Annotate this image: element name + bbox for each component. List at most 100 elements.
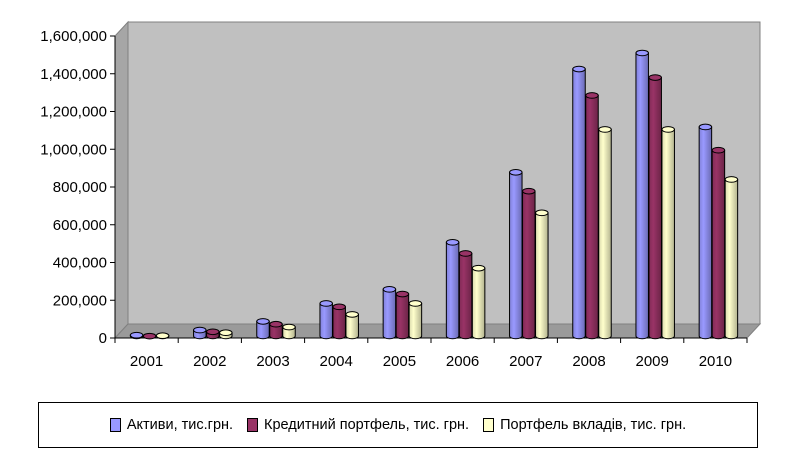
bar-body (572, 68, 586, 340)
bar (155, 332, 170, 340)
bar-top (319, 300, 333, 307)
bar (219, 329, 233, 340)
bar (535, 209, 549, 340)
bar (395, 290, 410, 340)
bar-top (585, 92, 599, 99)
bar-body (395, 293, 410, 340)
bar-top (129, 331, 144, 339)
bar (256, 318, 270, 340)
bar-body (458, 252, 473, 340)
bar-body (509, 171, 523, 340)
x-tick-label: 2007 (509, 353, 542, 370)
bar-body (698, 126, 713, 340)
legend-label-credit-portfolio: Кредитний портфель, тис. грн. (264, 417, 470, 433)
x-tick-label: 2001 (130, 353, 163, 370)
bar-body (319, 302, 333, 340)
bar-top (635, 49, 649, 57)
legend-label-assets: Активи, тис.грн. (126, 417, 234, 433)
bar-body (445, 241, 460, 340)
bar-body (332, 306, 346, 340)
y-tick-label: 200,000 (53, 292, 107, 309)
bar (661, 126, 675, 340)
bar (332, 303, 346, 340)
bar (408, 300, 423, 340)
bar-top (458, 250, 473, 257)
x-tick-label: 2010 (699, 353, 732, 370)
bar-top (332, 303, 346, 311)
legend-swatch-assets (109, 418, 121, 432)
bar-top (408, 300, 423, 307)
bar-body (711, 149, 726, 340)
bar-top (509, 168, 523, 176)
bar-body (661, 128, 675, 340)
bar-top (282, 323, 296, 331)
bar-top (572, 65, 586, 73)
bar (572, 65, 586, 340)
bar-top (193, 326, 207, 334)
y-tick-label: 400,000 (53, 255, 107, 272)
y-tick-label: 600,000 (53, 217, 107, 234)
bar (282, 323, 296, 340)
x-tick-label: 2009 (636, 353, 669, 370)
side-wall (114, 20, 129, 340)
x-tick-label: 2008 (572, 353, 605, 370)
bar (471, 264, 486, 340)
bar-top (219, 329, 233, 337)
bar-body (471, 267, 486, 340)
bar-top (471, 264, 486, 272)
bar (382, 286, 397, 340)
bar-body (648, 77, 662, 340)
y-tick-label: 1,600,000 (40, 28, 107, 45)
bar-top (711, 146, 726, 154)
y-tick-label: 1,200,000 (40, 104, 107, 121)
bar (648, 74, 662, 340)
legend-item-deposit-portfolio: Портфель вкладів, тис. грн. (483, 417, 686, 433)
bar-top (395, 290, 410, 298)
bar (269, 320, 283, 340)
bar (711, 146, 726, 340)
bar (129, 331, 144, 340)
bar-top (648, 74, 662, 81)
x-axis: 2001 2002 2003 2004 2005 2006 2007 2008 2009 2010 (114, 337, 748, 370)
x-tick-label: 2005 (383, 353, 416, 370)
x-tick-label: 2003 (256, 353, 289, 370)
bar (445, 239, 460, 340)
bar (598, 126, 612, 340)
bar-body (724, 178, 739, 340)
bar (698, 123, 713, 340)
bar-top (698, 123, 713, 131)
legend-swatch-deposit-portfolio (483, 418, 495, 432)
bar (142, 332, 157, 340)
bar-top (724, 176, 739, 183)
bars (129, 49, 739, 340)
bar (193, 326, 207, 340)
bar-body (256, 320, 270, 340)
bar (724, 176, 739, 340)
bar-body (408, 302, 423, 340)
bar-top (206, 328, 220, 336)
bar-top (256, 318, 270, 325)
x-tick-label: 2006 (446, 353, 479, 370)
x-tick-label: 2004 (320, 353, 353, 370)
bar-top (598, 126, 612, 133)
y-tick-label: 1,400,000 (40, 66, 107, 83)
y-tick-label: 1,000,000 (40, 141, 107, 158)
bar-body (585, 94, 599, 340)
bar-body (345, 313, 359, 340)
bar (206, 328, 220, 340)
bar (635, 49, 649, 340)
y-tick-label: 0 (99, 330, 107, 347)
bar-body (522, 190, 536, 340)
bar-top (445, 239, 460, 246)
legend: Активи, тис.грн. Кредитний портфель, тис… (38, 402, 758, 448)
legend-item-assets: Активи, тис.грн. (109, 417, 234, 433)
legend-label-deposit-portfolio: Портфель вкладів, тис. грн. (500, 417, 687, 433)
y-tick-label: 800,000 (53, 179, 107, 196)
bar (585, 92, 599, 340)
bar-top (345, 311, 359, 318)
bar-body (269, 323, 283, 340)
bar-top (269, 320, 283, 328)
bar-body (535, 212, 549, 340)
